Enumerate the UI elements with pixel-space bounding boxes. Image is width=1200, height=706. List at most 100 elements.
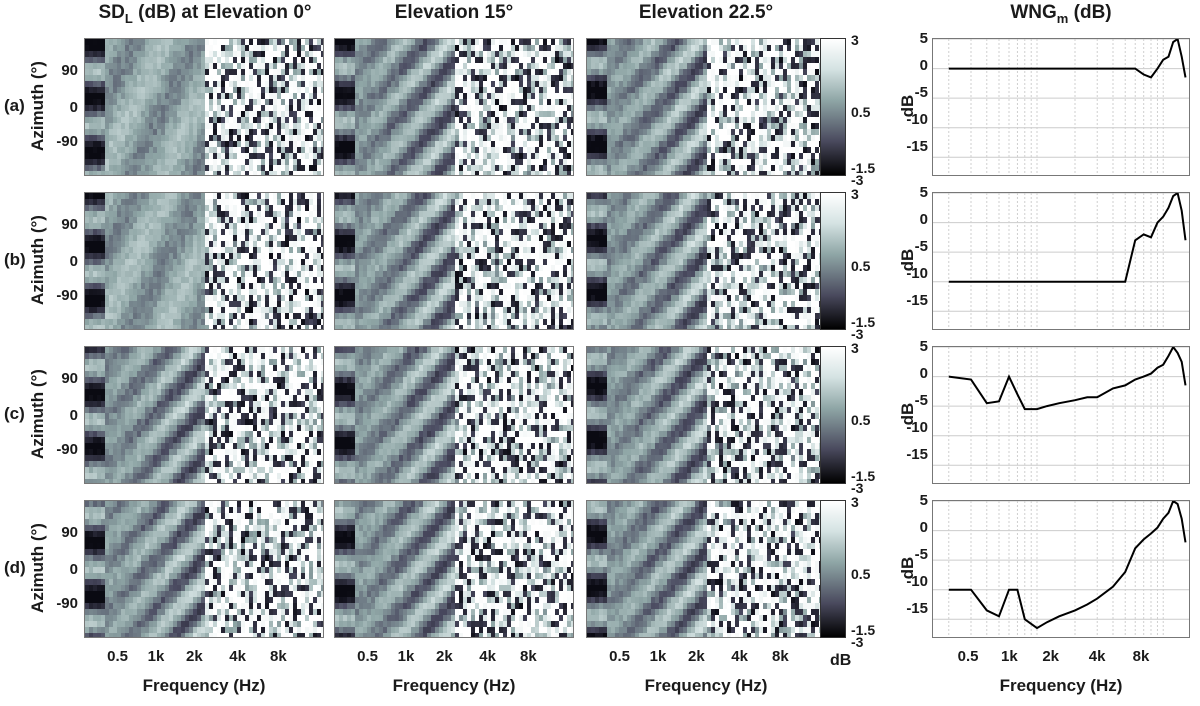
heatmap-cell [169,283,174,290]
heatmap-cell [503,171,508,175]
heatmap-cell [535,39,540,46]
heatmap-cell [447,87,452,94]
heatmap-cell [137,247,142,254]
heatmap-cell [161,87,166,94]
heatmap-cell [719,81,724,88]
heatmap-cell [137,105,142,112]
heatmap-cell [547,141,552,148]
heatmap-cell [169,93,174,100]
heatmap-cell [165,241,170,248]
heatmap-cell [571,69,573,76]
heatmap-cell [647,105,652,112]
heatmap-cell [129,81,134,88]
heatmap-cell [467,141,472,148]
heatmap-cell [547,111,552,118]
heatmap-cell [149,57,154,64]
heatmap-cell [591,93,596,100]
heatmap-cell [427,159,432,166]
heatmap-cell [157,69,162,76]
heatmap-cell [181,253,186,260]
heatmap-cell [527,75,532,82]
heatmap-cell [419,39,424,46]
heatmap-cell [619,159,624,166]
heatmap-cell [351,75,356,82]
heatmap-cell [659,159,664,166]
heatmap-cell [471,93,476,100]
heatmap-cell [423,81,428,88]
heatmap-cell [305,171,310,175]
heatmap-cell [707,69,712,76]
heatmap-cell [747,63,752,70]
heatmap-cell [205,57,210,64]
heatmap-cell [117,319,122,326]
heatmap-cell [531,93,536,100]
heatmap-cell [619,81,624,88]
heatmap-cell [197,147,202,154]
heatmap-cell [531,123,536,130]
heatmap-cell [129,129,134,136]
heatmap-cell [205,87,210,94]
heatmap-cell [347,45,352,52]
heatmap-cell [125,223,130,230]
heatmap-cell [655,147,660,154]
heatmap-cell [547,129,552,136]
heatmap-cell [759,93,764,100]
heatmap-cell [85,241,90,248]
heatmap-cell [157,319,162,326]
heatmap-cell [339,117,344,124]
heatmap-cell [93,229,98,236]
heatmap-cell [495,93,500,100]
heatmap-cell [145,241,150,248]
heatmap-cell [571,153,573,160]
heatmap-cell [543,153,548,160]
heatmap-cell [305,39,310,46]
heatmap-cell [719,69,724,76]
heatmap-cell [305,153,310,160]
heatmap-cell [719,99,724,106]
heatmap-cell [491,87,496,94]
heatmap-cell [201,147,206,154]
heatmap-cell [611,81,616,88]
heatmap-cell [281,117,286,124]
heatmap-cell [727,39,732,46]
heatmap-cell [105,193,110,200]
heatmap-cell [321,147,323,154]
heatmap-cell [371,153,376,160]
heatmap-cell [217,141,222,148]
heatmap-cell [447,81,452,88]
heatmap-cell [133,223,138,230]
heatmap-cell [431,87,436,94]
heatmap-cell [663,63,668,70]
heatmap-cell [535,99,540,106]
heatmap-cell [117,277,122,284]
heatmap-cell [149,199,154,206]
heatmap-cell [467,117,472,124]
heatmap-cell [419,99,424,106]
heatmap-cell [93,117,98,124]
heatmap-cell [627,129,632,136]
heatmap-cell [297,135,302,142]
heatmap-cell [451,45,456,52]
heatmap-cell [711,123,716,130]
heatmap-cell [237,81,242,88]
heatmap-cell [97,165,102,172]
heatmap-cell [137,289,142,296]
heatmap-cell [603,69,608,76]
heatmap-cell [321,81,323,88]
heatmap-cell [237,117,242,124]
heatmap-cell [209,165,214,172]
heatmap-cell [463,141,468,148]
heatmap-cell [301,99,306,106]
heatmap-cell [751,135,756,142]
heatmap-cell [759,51,764,58]
heatmap-cell [169,69,174,76]
heatmap-cell [695,165,700,172]
heatmap-cell [747,141,752,148]
heatmap-cell [687,69,692,76]
heatmap-cell [723,87,728,94]
heatmap-cell [141,319,146,326]
heatmap-cell [547,147,552,154]
heatmap-cell [523,39,528,46]
heatmap-cell [383,63,388,70]
heatmap-cell [723,171,728,175]
